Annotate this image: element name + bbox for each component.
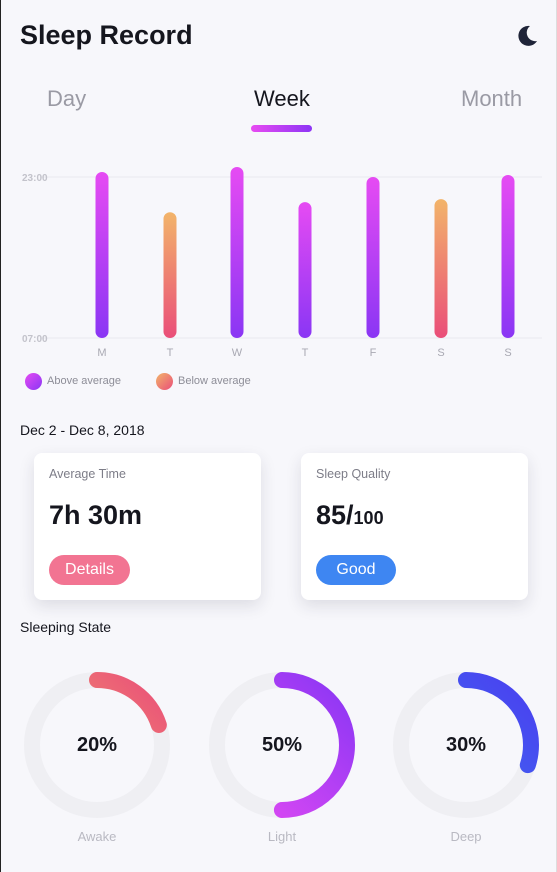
sleep-bar-5[interactable] — [434, 199, 448, 338]
average-time-value: 7h 30m — [49, 500, 143, 530]
legend-dot-below — [156, 373, 173, 390]
sleep-bar-0[interactable] — [95, 171, 109, 338]
donut-light: 50% — [201, 664, 363, 826]
sleep-quality-card: Sleep Quality 85/100 Good — [301, 453, 528, 600]
details-button[interactable]: Details — [49, 555, 130, 585]
quality-max: 100 — [353, 508, 384, 528]
moon-icon[interactable] — [515, 24, 539, 48]
sleep-chart: 23:00 07:00 M T W T F S S — [0, 160, 557, 370]
card-label: Sleep Quality — [316, 467, 391, 481]
donut-awake: 20% — [16, 664, 178, 826]
active-tab-indicator — [251, 125, 312, 132]
donut-chart-awake — [24, 672, 170, 818]
x-tick-label: S — [437, 347, 444, 359]
legend-label: Above average — [47, 375, 121, 387]
x-tick-label: W — [232, 347, 243, 359]
sleep-chart-svg: 23:00 07:00 M T W T F S S — [22, 166, 542, 359]
donut-deep: 30% — [385, 664, 547, 826]
sleep-bar-6[interactable] — [501, 174, 515, 338]
sleeping-state-title: Sleeping State — [20, 619, 112, 635]
quality-rating-button[interactable]: Good — [316, 555, 396, 585]
sleep-bar-3[interactable] — [298, 202, 312, 338]
tab-week[interactable]: Week — [254, 86, 310, 111]
donut-arc — [393, 672, 539, 818]
x-tick-label: T — [167, 347, 174, 359]
sleep-quality-value: 85/100 — [316, 500, 384, 531]
sleep-bar-1[interactable] — [163, 212, 177, 338]
date-range: Dec 2 - Dec 8, 2018 — [20, 422, 145, 438]
y-tick-label: 23:00 — [22, 173, 48, 184]
legend-dot-above — [25, 373, 42, 390]
x-tick-label: T — [302, 347, 309, 359]
tab-day[interactable]: Day — [47, 86, 87, 111]
donut-percent: 20% — [76, 734, 118, 756]
sleep-bar-2[interactable] — [230, 166, 244, 338]
x-tick-label: F — [370, 347, 377, 359]
x-tick-label: S — [504, 347, 511, 359]
y-tick-label: 07:00 — [22, 334, 48, 345]
average-time-card: Average Time 7h 30m Details — [34, 453, 261, 600]
donut-arc — [209, 672, 355, 818]
donut-percent: 50% — [261, 734, 303, 756]
sleep-bar-4[interactable] — [366, 177, 380, 338]
page-title: Sleep Record — [20, 20, 193, 50]
donut-chart-light — [209, 672, 355, 818]
donut-chart-deep — [393, 672, 539, 818]
header: Sleep Record — [20, 20, 539, 56]
donut-percent: 30% — [445, 734, 487, 756]
donut-label-deep: Deep — [450, 829, 482, 844]
donut-label-awake: Awake — [77, 829, 117, 844]
card-label: Average Time — [49, 467, 126, 481]
x-tick-label: M — [97, 347, 106, 359]
quality-score: 85/ — [316, 500, 354, 530]
tab-month[interactable]: Month — [461, 86, 523, 111]
donut-arc — [24, 672, 170, 818]
donut-label-light: Light — [267, 829, 297, 844]
legend-label: Below average — [178, 375, 251, 387]
range-tabs: Day Week Month — [0, 86, 557, 136]
